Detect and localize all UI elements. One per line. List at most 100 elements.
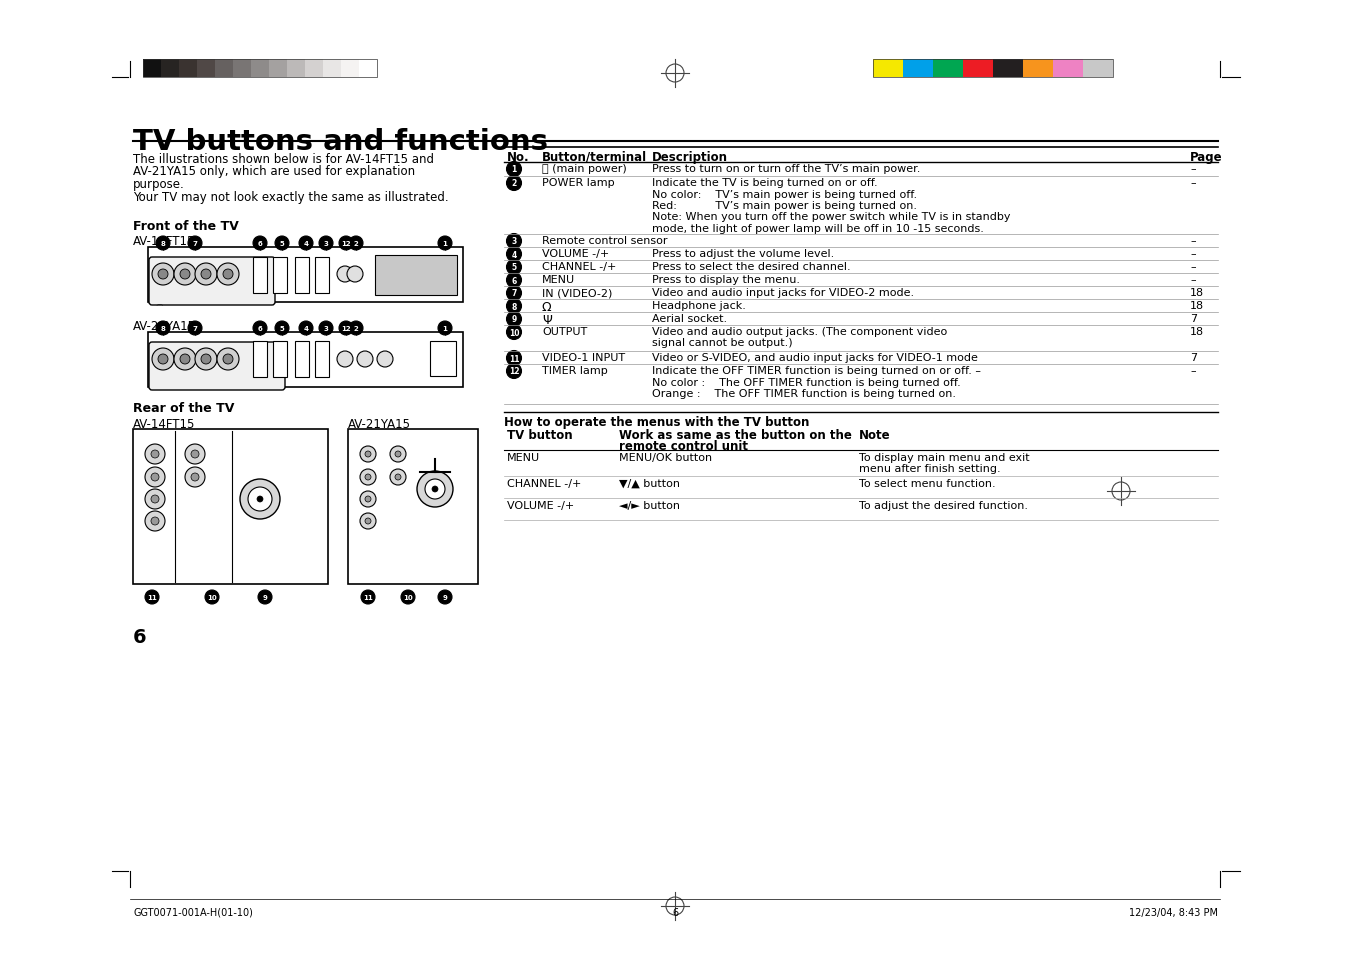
Text: 10: 10	[207, 595, 218, 600]
Bar	[873, 60, 1113, 78]
Circle shape	[438, 322, 453, 335]
Text: 5: 5	[280, 241, 284, 247]
Text: 3: 3	[323, 241, 328, 247]
Circle shape	[145, 468, 165, 488]
Text: –: –	[1190, 366, 1196, 375]
Bar	[315, 341, 330, 377]
Text: remote control unit: remote control unit	[619, 439, 748, 453]
Bar	[430, 341, 457, 376]
Text: ⁀: ⁀	[155, 307, 162, 313]
Circle shape	[507, 234, 521, 250]
Circle shape	[319, 236, 332, 251]
Bar	[149, 248, 463, 303]
Bar	[215, 60, 232, 78]
Circle shape	[155, 236, 170, 251]
Text: 2: 2	[354, 326, 358, 332]
Circle shape	[359, 514, 376, 530]
Text: 7: 7	[1190, 353, 1197, 363]
Bar	[132, 430, 328, 584]
Text: Ψ: Ψ	[542, 314, 551, 327]
Text: 4: 4	[304, 326, 308, 332]
Circle shape	[339, 322, 353, 335]
Circle shape	[507, 325, 521, 340]
Text: AV-21YA15: AV-21YA15	[349, 417, 411, 431]
Circle shape	[357, 352, 373, 368]
Bar	[253, 257, 267, 294]
Text: 18: 18	[1190, 288, 1204, 297]
Bar	[197, 60, 215, 78]
Bar	[149, 333, 463, 388]
Circle shape	[359, 447, 376, 462]
Text: TV buttons and functions: TV buttons and functions	[132, 128, 549, 156]
Text: 7: 7	[1190, 314, 1197, 324]
Text: –: –	[1190, 274, 1196, 285]
Text: Press to display the menu.: Press to display the menu.	[653, 274, 800, 285]
Text: POWER lamp: POWER lamp	[542, 178, 615, 188]
Circle shape	[188, 322, 203, 335]
Circle shape	[257, 497, 263, 502]
Circle shape	[299, 236, 313, 251]
Text: 5: 5	[512, 263, 516, 273]
Text: AV-14FT15: AV-14FT15	[132, 417, 196, 431]
Circle shape	[258, 590, 272, 604]
Circle shape	[153, 264, 174, 286]
Text: AV-21YA15 only, which are used for explanation: AV-21YA15 only, which are used for expla…	[132, 165, 415, 178]
Bar	[305, 60, 323, 78]
Text: 10: 10	[509, 328, 519, 337]
Text: ⓘ (main power): ⓘ (main power)	[542, 164, 627, 173]
Bar	[273, 341, 286, 377]
Circle shape	[339, 236, 353, 251]
Circle shape	[151, 474, 159, 481]
Text: 8: 8	[511, 302, 516, 312]
Circle shape	[507, 260, 521, 275]
Text: Indicate the OFF TIMER function is being turned on or off. –: Indicate the OFF TIMER function is being…	[653, 366, 981, 375]
Circle shape	[507, 176, 521, 192]
Circle shape	[201, 355, 211, 365]
Bar	[143, 60, 161, 78]
Text: Work as same as the button on the: Work as same as the button on the	[619, 429, 852, 441]
Text: 5: 5	[280, 326, 284, 332]
Text: To select menu function.: To select menu function.	[859, 478, 996, 489]
Text: 12: 12	[342, 326, 351, 332]
Circle shape	[253, 322, 267, 335]
Text: Press to adjust the volume level.: Press to adjust the volume level.	[653, 249, 835, 258]
Circle shape	[195, 264, 218, 286]
Text: Your TV may not look exactly the same as illustrated.: Your TV may not look exactly the same as…	[132, 191, 449, 203]
Text: Note: When you turn off the power switch while TV is in standby: Note: When you turn off the power switch…	[653, 213, 1011, 222]
Text: 7: 7	[511, 289, 516, 298]
Bar	[873, 60, 902, 78]
Text: Button/terminal: Button/terminal	[542, 151, 647, 164]
Text: Press to turn on or turn off the TV’s main power.: Press to turn on or turn off the TV’s ma…	[653, 164, 920, 173]
Circle shape	[349, 236, 363, 251]
Text: 10: 10	[403, 595, 413, 600]
Text: 3: 3	[323, 326, 328, 332]
Circle shape	[253, 236, 267, 251]
Text: –: –	[1190, 249, 1196, 258]
Text: Remote control sensor: Remote control sensor	[542, 235, 667, 246]
Circle shape	[507, 274, 521, 288]
Bar	[295, 341, 309, 377]
Circle shape	[359, 470, 376, 485]
Text: 9: 9	[262, 595, 267, 600]
Text: AV-14FT15: AV-14FT15	[132, 234, 196, 248]
Circle shape	[390, 447, 407, 462]
Text: 2: 2	[354, 241, 358, 247]
Text: 8: 8	[161, 241, 165, 247]
Text: 7: 7	[193, 241, 197, 247]
Circle shape	[174, 264, 196, 286]
Text: mode, the light of power lamp will be off in 10 -15 seconds.: mode, the light of power lamp will be of…	[653, 224, 984, 233]
Text: 18: 18	[1190, 327, 1204, 336]
Text: 6: 6	[512, 276, 516, 285]
Bar	[934, 60, 963, 78]
Text: IN (VIDEO-2): IN (VIDEO-2)	[542, 288, 612, 297]
Circle shape	[155, 322, 170, 335]
Circle shape	[365, 497, 372, 502]
Circle shape	[223, 270, 232, 280]
Text: 9: 9	[512, 315, 516, 324]
Text: OUTPUT: OUTPUT	[542, 327, 588, 336]
Bar	[963, 60, 993, 78]
Circle shape	[185, 444, 205, 464]
Text: To display main menu and exit: To display main menu and exit	[859, 453, 1029, 462]
Text: 9: 9	[443, 595, 447, 600]
Text: 6: 6	[132, 627, 147, 646]
